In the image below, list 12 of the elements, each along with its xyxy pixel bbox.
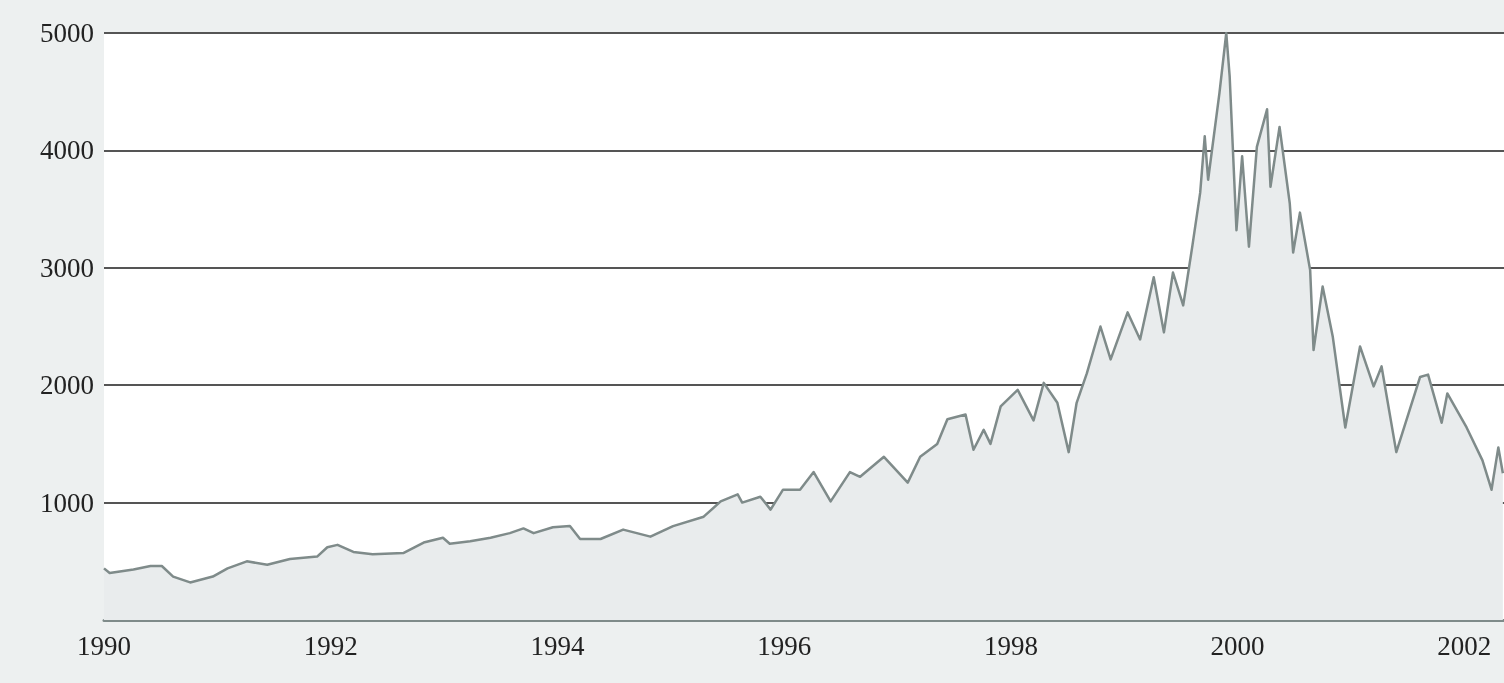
x-tick-label: 1990 — [77, 630, 131, 661]
x-tick-label: 2000 — [1210, 630, 1265, 661]
x-tick-label: 1998 — [983, 630, 1038, 661]
y-tick-label: 2000 — [40, 370, 94, 401]
x-tick-label: 1992 — [303, 630, 358, 661]
x-tick-label: 1996 — [757, 630, 812, 661]
y-tick-label: 5000 — [40, 18, 94, 48]
x-tick-label: 2002 — [1437, 630, 1492, 661]
y-tick-label: 3000 — [40, 252, 94, 283]
x-tick-label: 1994 — [530, 630, 585, 661]
y-tick-label: 1000 — [40, 487, 94, 518]
y-tick-label: 4000 — [40, 135, 94, 166]
